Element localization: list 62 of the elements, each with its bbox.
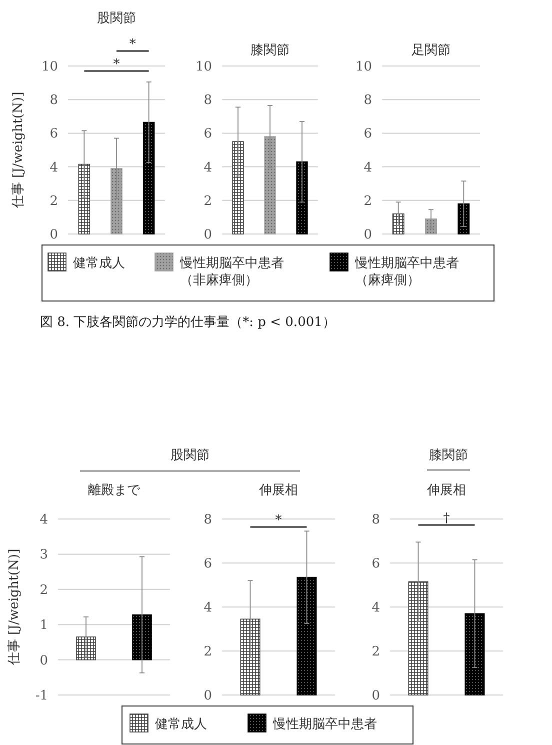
y-tick-label: 0 (50, 228, 58, 242)
chart-title: 膝関節 (250, 43, 290, 58)
y-tick-label: 3 (40, 548, 48, 563)
legend-label: 健常成人 (73, 256, 125, 271)
legend-label: 健常成人 (155, 717, 207, 732)
legend-label: 慢性期脳卒中患者（非麻痺側） (179, 256, 284, 288)
y-tick-label: 6 (204, 556, 212, 572)
y-tick-label: 10 (195, 60, 212, 74)
chart-title: 離殿まで (88, 483, 141, 498)
y-tick-label: 8 (364, 93, 372, 108)
y-tick-label: 2 (50, 194, 58, 209)
caption: 図 8. 下肢各関節の力学的仕事量（*: p < 0.001） (40, 315, 336, 330)
annotation: * (113, 57, 120, 72)
y-tick-label: 4 (364, 160, 372, 176)
y-tick-label: 2 (204, 644, 212, 660)
y-tick-label: 2 (40, 582, 48, 598)
y-tick-label: 0 (40, 653, 48, 668)
y-tick-label: 6 (364, 126, 372, 142)
y-tick-label: 4 (50, 160, 58, 176)
bar (392, 213, 404, 234)
y-tick-label: 6 (372, 556, 380, 572)
text: * (129, 37, 136, 52)
text: 膝関節 (429, 448, 468, 463)
bar (78, 164, 90, 234)
bar (142, 122, 155, 234)
y-tick-label: 0 (204, 228, 212, 242)
y-tick-label: -1 (35, 688, 48, 704)
y-tick-label: 2 (204, 194, 212, 209)
y-tick-label: 6 (50, 126, 58, 142)
bar (458, 203, 470, 234)
bar (232, 141, 244, 234)
y-tick-label: 8 (372, 512, 380, 528)
y-tick-label: 0 (364, 228, 372, 242)
y-tick-label: 1 (40, 618, 48, 634)
bar (110, 168, 122, 234)
chart-title: 足関節 (412, 43, 450, 58)
y-tick-label: 10 (41, 60, 58, 74)
legend-label: 慢性期脳卒中患者 (272, 717, 377, 732)
y-tick-label: 10 (355, 60, 372, 74)
bar (264, 136, 276, 234)
y-tick-label: 2 (372, 644, 380, 660)
y-axis-title: 仕事 [J/weight(N)] (11, 92, 26, 210)
y-tick-label: 4 (204, 160, 212, 176)
bar (296, 161, 308, 234)
y-tick-label: 2 (364, 194, 372, 209)
annotation: * (275, 513, 282, 528)
chart-title: 伸展相 (258, 483, 298, 498)
text: 股関節 (170, 448, 210, 463)
legend-label: 慢性期脳卒中患者（麻痺側） (354, 256, 459, 288)
y-tick-label: 4 (40, 512, 48, 528)
y-tick-label: 6 (204, 126, 212, 142)
y-tick-label: 0 (372, 688, 380, 704)
y-tick-label: 8 (204, 512, 212, 528)
annotation: † (443, 511, 450, 526)
y-axis-title: 仕事 [J/weight(N)] (7, 548, 22, 666)
y-tick-label: 0 (204, 688, 212, 704)
chart-title: 伸展相 (426, 483, 466, 498)
chart-title: 股関節 (97, 11, 136, 26)
y-tick-label: 8 (204, 93, 212, 108)
y-tick-label: 8 (50, 93, 58, 108)
y-tick-label: 4 (204, 600, 212, 616)
y-tick-label: 4 (372, 600, 380, 616)
